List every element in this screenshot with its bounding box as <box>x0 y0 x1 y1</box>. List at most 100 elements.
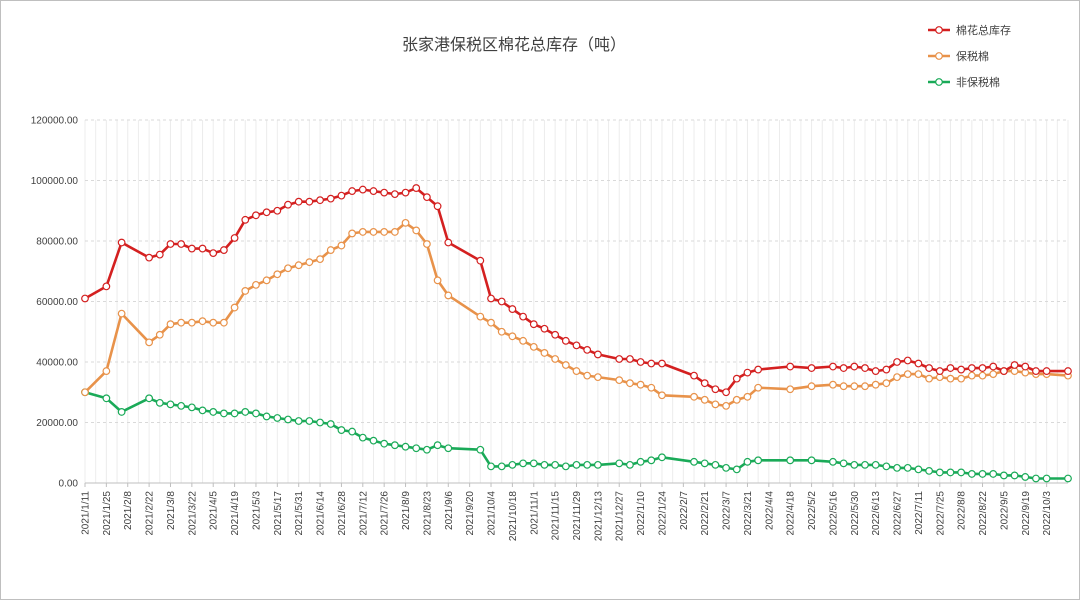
data-point <box>117 309 126 318</box>
data-point <box>369 228 378 236</box>
data-point <box>230 234 239 242</box>
legend-marker <box>935 78 943 86</box>
data-point <box>732 395 741 404</box>
y-tick-label: 60000.00 <box>36 297 78 308</box>
data-point <box>914 359 923 368</box>
x-tick-label: 2021/5/3 <box>251 491 262 530</box>
data-point <box>700 379 709 388</box>
data-point <box>1032 367 1040 375</box>
data-point <box>369 436 378 445</box>
data-point <box>423 445 431 454</box>
data-point <box>636 358 645 366</box>
data-point <box>1021 362 1030 371</box>
data-point <box>935 468 944 477</box>
series-0 <box>81 184 1072 397</box>
data-point <box>284 415 292 424</box>
data-point <box>914 370 923 379</box>
data-point <box>294 197 303 206</box>
data-point <box>561 361 570 369</box>
data-point <box>230 409 239 418</box>
data-point <box>722 401 730 410</box>
x-tick-label: 2022/1/24 <box>657 491 668 536</box>
data-point <box>925 364 933 372</box>
data-point <box>358 228 367 236</box>
data-point <box>946 364 955 372</box>
data-point <box>177 401 186 410</box>
data-point <box>519 459 527 468</box>
x-tick-label: 2021/10/18 <box>508 491 519 541</box>
data-point <box>423 193 431 202</box>
data-point <box>540 324 549 333</box>
data-point <box>117 408 126 416</box>
data-point <box>786 362 795 371</box>
data-point <box>433 276 442 285</box>
data-point <box>294 261 303 270</box>
data-point <box>978 364 987 372</box>
data-point <box>348 427 357 436</box>
y-tick-label: 40000.00 <box>36 358 78 369</box>
data-point <box>903 463 912 472</box>
x-tick-label: 2021/4/5 <box>209 491 220 530</box>
x-tick-label: 2021/2/8 <box>123 491 134 530</box>
data-point <box>529 320 538 329</box>
y-tick-label: 120000.00 <box>31 116 79 127</box>
data-point <box>732 374 741 383</box>
data-point <box>241 215 250 224</box>
data-point <box>476 445 485 454</box>
data-point <box>433 202 442 211</box>
data-point <box>444 291 453 300</box>
data-point <box>358 433 367 442</box>
data-point <box>444 444 453 453</box>
x-tick-label: 2022/10/3 <box>1042 491 1053 536</box>
data-point <box>636 457 645 466</box>
data-point <box>572 367 581 375</box>
data-point <box>102 282 111 291</box>
data-point <box>903 356 912 365</box>
data-point <box>262 208 271 217</box>
data-point <box>690 371 698 380</box>
data-point <box>722 463 730 472</box>
data-point <box>529 342 538 351</box>
data-point <box>1064 367 1072 375</box>
x-tick-label: 2021/7/26 <box>380 491 391 536</box>
data-point <box>946 374 955 383</box>
data-point <box>412 226 421 235</box>
data-point <box>572 460 581 469</box>
data-point <box>626 379 634 388</box>
data-point <box>957 468 966 477</box>
data-point <box>508 460 517 469</box>
data-point <box>690 457 698 466</box>
x-tick-label: 2021/5/17 <box>273 491 284 536</box>
data-point <box>390 441 399 450</box>
x-tick-label: 2021/1/25 <box>102 491 113 536</box>
data-point <box>155 250 164 259</box>
x-tick-label: 2021/2/22 <box>145 491 156 536</box>
data-point <box>390 190 399 199</box>
data-point <box>369 187 378 195</box>
y-axis: 0.00 20000.00 40000.00 60000.00 80000.00 1000… <box>31 116 79 490</box>
data-point <box>925 374 933 383</box>
data-point <box>273 414 282 422</box>
data-point <box>412 184 421 192</box>
data-point <box>882 379 891 388</box>
data-point <box>914 465 923 474</box>
x-tick-label: 2021/1/11 <box>81 491 92 535</box>
data-point <box>829 457 837 466</box>
x-tick-label: 2022/9/19 <box>1021 491 1032 536</box>
x-tick-label: 2021/12/27 <box>615 491 626 541</box>
x-tick-label: 2022/5/30 <box>850 491 861 536</box>
data-point <box>754 383 763 392</box>
x-tick-label: 2021/3/8 <box>166 491 177 530</box>
data-point <box>497 462 506 471</box>
data-point <box>102 367 111 375</box>
data-point <box>273 206 282 215</box>
y-tick-label: 80000.00 <box>36 237 78 248</box>
legend-marker <box>935 52 943 60</box>
data-point <box>155 398 164 407</box>
data-point <box>487 294 495 303</box>
x-tick-label: 2022/7/25 <box>935 491 946 536</box>
data-point <box>348 187 357 195</box>
data-point <box>882 365 891 374</box>
data-point <box>722 388 730 397</box>
data-point <box>476 312 485 321</box>
